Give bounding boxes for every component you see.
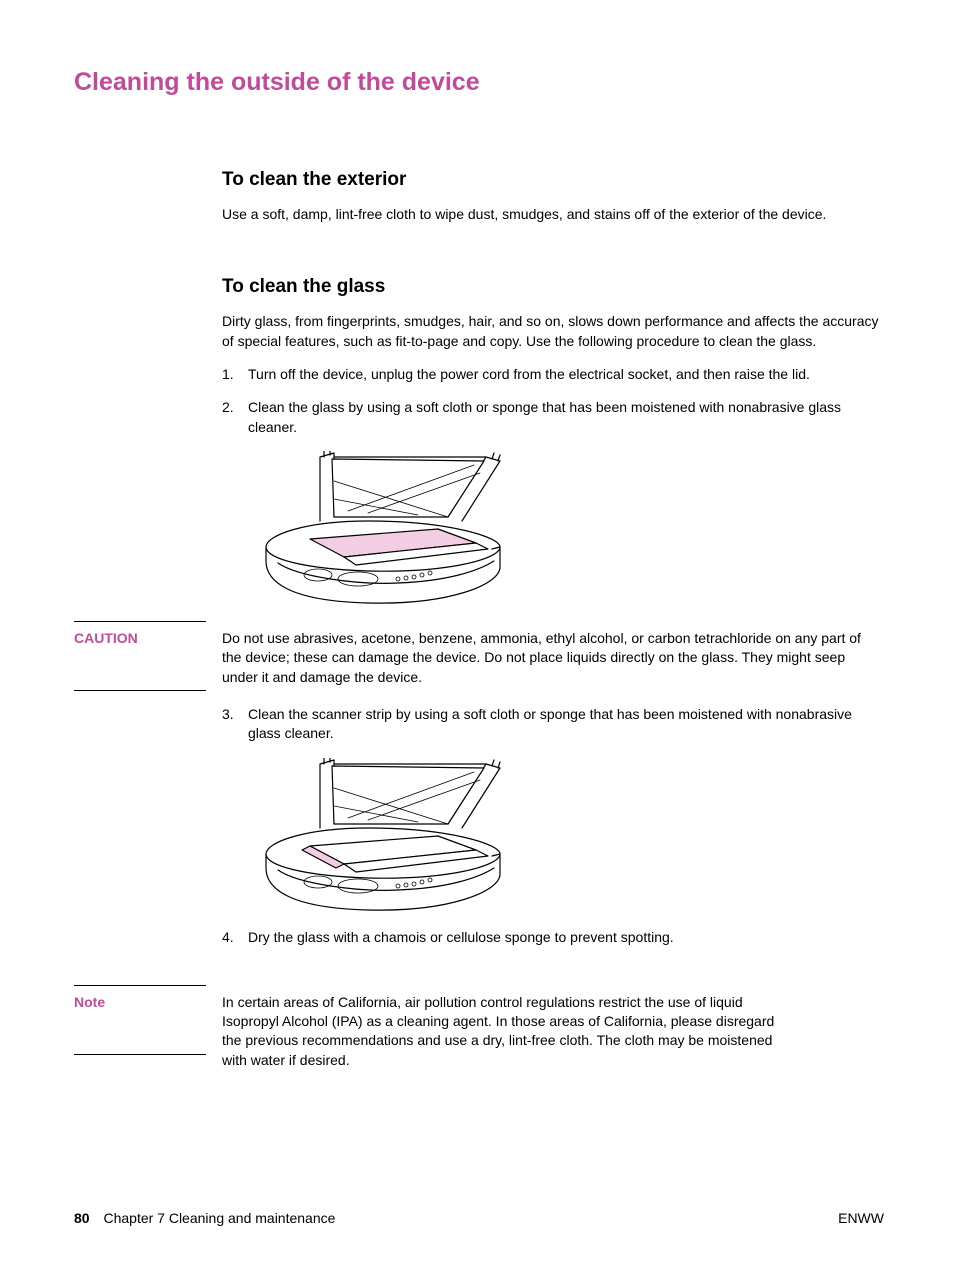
note-text: In certain areas of California, air poll… bbox=[222, 985, 782, 1070]
step-3: Clean the scanner strip by using a soft … bbox=[222, 705, 884, 744]
steps-list: Turn off the device, unplug the power co… bbox=[222, 365, 884, 437]
steps-list-cont: Clean the scanner strip by using a soft … bbox=[222, 705, 884, 744]
scanner-illustration-icon bbox=[248, 451, 518, 611]
content-column: To clean the exterior Use a soft, damp, … bbox=[222, 169, 884, 1070]
section2-intro: Dirty glass, from fingerprints, smudges,… bbox=[222, 312, 884, 351]
page-footer: 80 Chapter 7 Cleaning and maintenance EN… bbox=[74, 1210, 884, 1226]
footer-left: 80 Chapter 7 Cleaning and maintenance bbox=[74, 1210, 335, 1226]
step-4: Dry the glass with a chamois or cellulos… bbox=[222, 928, 884, 947]
step-1: Turn off the device, unplug the power co… bbox=[222, 365, 884, 384]
scanner-illustration-icon bbox=[248, 758, 518, 918]
note-label: Note bbox=[74, 986, 206, 1054]
caution-callout: CAUTION Do not use abrasives, acetone, b… bbox=[74, 621, 884, 691]
figure-1-scanner-glass bbox=[248, 451, 884, 611]
figure-2-scanner-strip bbox=[248, 758, 884, 918]
document-page: Cleaning the outside of the device To cl… bbox=[0, 0, 954, 1270]
rule-bottom bbox=[74, 1054, 206, 1055]
caution-label: CAUTION bbox=[74, 622, 206, 690]
caution-text: Do not use abrasives, acetone, benzene, … bbox=[222, 621, 884, 687]
rule-bottom bbox=[74, 690, 206, 691]
section1-title: To clean the exterior bbox=[222, 169, 884, 191]
section2-title: To clean the glass bbox=[222, 276, 884, 298]
footer-right: ENWW bbox=[838, 1210, 884, 1226]
steps-list-cont2: Dry the glass with a chamois or cellulos… bbox=[222, 928, 884, 947]
page-number: 80 bbox=[74, 1210, 90, 1226]
chapter-label: Chapter 7 Cleaning and maintenance bbox=[103, 1210, 335, 1226]
page-title: Cleaning the outside of the device bbox=[74, 68, 884, 97]
note-callout: Note In certain areas of California, air… bbox=[74, 985, 884, 1070]
step-2: Clean the glass by using a soft cloth or… bbox=[222, 398, 884, 437]
section1-body: Use a soft, damp, lint-free cloth to wip… bbox=[222, 205, 884, 224]
